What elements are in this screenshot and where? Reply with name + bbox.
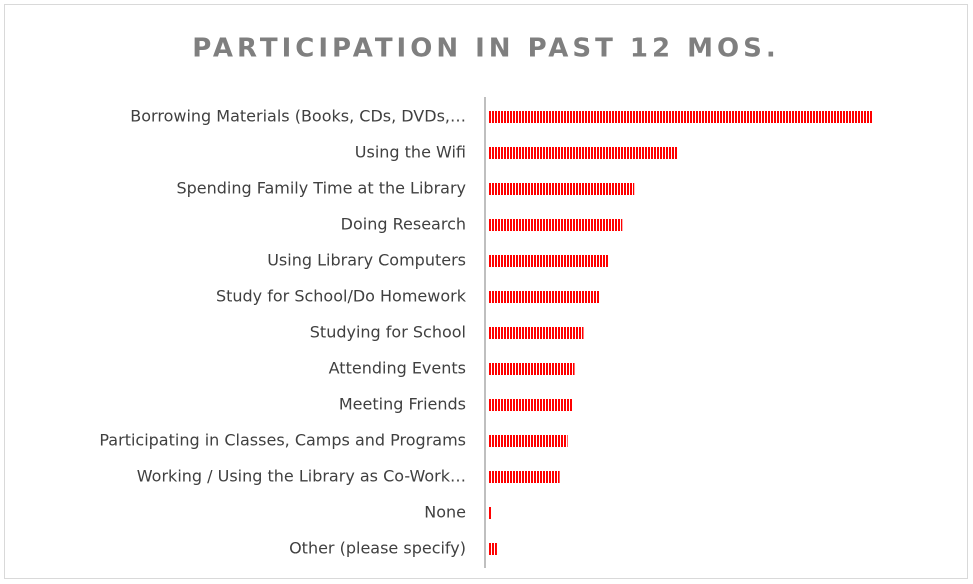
bar <box>488 111 872 123</box>
bar <box>488 219 623 231</box>
category-label: Borrowing Materials (Books, CDs, DVDs,… <box>130 107 466 126</box>
category-label: None <box>424 503 466 522</box>
category-label: Studying for School <box>310 323 466 342</box>
bar <box>488 147 678 159</box>
bar <box>488 255 609 267</box>
category-label: Other (please specify) <box>289 539 466 558</box>
category-label: Working / Using the Library as Co-Work… <box>137 467 466 486</box>
category-label: Using the Wifi <box>355 143 466 162</box>
category-label: Study for School/Do Homework <box>216 287 467 306</box>
category-label: Doing Research <box>341 215 466 234</box>
category-label: Using Library Computers <box>267 251 466 270</box>
bar <box>488 363 575 375</box>
bar <box>488 543 497 555</box>
bar <box>488 507 492 519</box>
category-label: Spending Family Time at the Library <box>176 179 466 198</box>
bar <box>488 291 600 303</box>
bar <box>488 471 560 483</box>
bar <box>488 183 635 195</box>
bar <box>488 327 584 339</box>
bar <box>488 435 568 447</box>
bar <box>488 399 573 411</box>
category-label: Participating in Classes, Camps and Prog… <box>99 431 466 450</box>
category-label: Attending Events <box>329 359 466 378</box>
chart-title: PARTICIPATION IN PAST 12 MOS. <box>192 34 780 64</box>
category-label: Meeting Friends <box>339 395 466 414</box>
